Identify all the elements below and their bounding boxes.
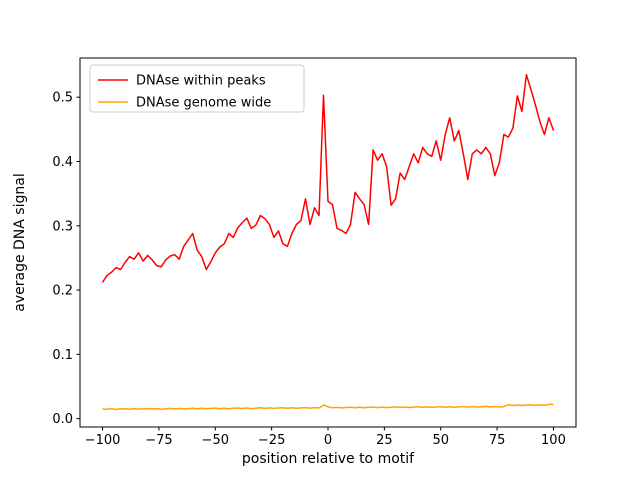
x-axis-label: position relative to motif [242, 451, 415, 467]
y-tick-label: 0.1 [52, 348, 73, 363]
legend-frame [89, 64, 305, 113]
legend: DNAse within peaks DNAse genome wide [89, 64, 305, 113]
y-tick-label: 0.4 [52, 155, 73, 170]
x-tick-label: −75 [145, 433, 172, 448]
x-tick-label: −100 [85, 433, 121, 448]
series-line-0 [101, 73, 555, 283]
legend-label-1: DNAse genome wide [136, 96, 271, 111]
axes-spines [79, 57, 577, 428]
x-tick-label: 0 [324, 433, 332, 448]
y-axis-label: average DNA signal [12, 173, 28, 311]
x-tick-label: 50 [432, 433, 449, 448]
y-tick-label: 0.2 [52, 284, 73, 299]
legend-label-0: DNAse within peaks [136, 74, 266, 89]
x-tick-label: −25 [258, 433, 285, 448]
x-tick-label: 25 [376, 433, 393, 448]
y-tick-label: 0.0 [52, 412, 73, 427]
series-line-1 [102, 403, 554, 411]
x-tick-label: 100 [541, 433, 566, 448]
y-tick-label: 0.5 [52, 91, 73, 106]
y-tick-label: 0.3 [52, 219, 73, 234]
x-tick-label: −50 [202, 433, 229, 448]
x-tick-label: 75 [489, 433, 506, 448]
